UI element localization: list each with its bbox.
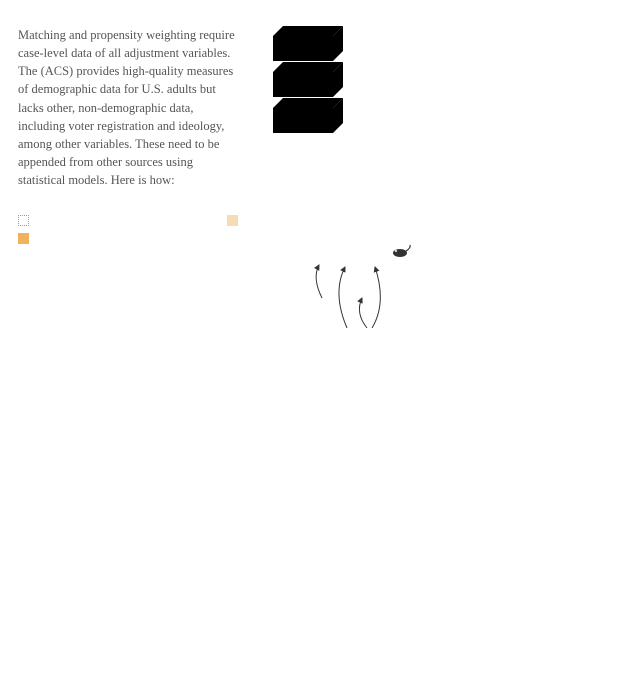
panel2-legend xyxy=(18,213,213,229)
intro-column: Matching and propensity weighting requir… xyxy=(18,26,243,189)
panel3-legend xyxy=(227,213,418,229)
panel4-legend xyxy=(432,213,623,229)
cube-legend xyxy=(263,26,622,146)
legend-cps xyxy=(367,64,622,102)
panel-4: x xyxy=(432,213,623,353)
legend-gss xyxy=(367,102,622,140)
intro-text: Matching and propensity weighting requir… xyxy=(18,26,243,189)
step1-text xyxy=(263,160,622,177)
top-row: Matching and propensity weighting requir… xyxy=(18,26,622,189)
cube-labels xyxy=(367,26,622,140)
cube-gss xyxy=(263,98,343,143)
cube-stack xyxy=(263,26,353,146)
step1-column xyxy=(263,26,622,189)
mouse-icon xyxy=(392,243,412,265)
panel2-grid-wrap xyxy=(18,253,213,343)
swatch-imputed xyxy=(227,215,238,226)
panel-2 xyxy=(18,213,213,353)
legend-acs xyxy=(367,26,622,64)
swatch-measured xyxy=(18,233,29,244)
bottom-row: x x xyxy=(18,213,622,353)
swatch-not-measured xyxy=(18,215,29,226)
panel2-legend2 xyxy=(18,231,213,247)
panel-3: x xyxy=(227,213,418,353)
imputation-arrows xyxy=(227,253,387,345)
